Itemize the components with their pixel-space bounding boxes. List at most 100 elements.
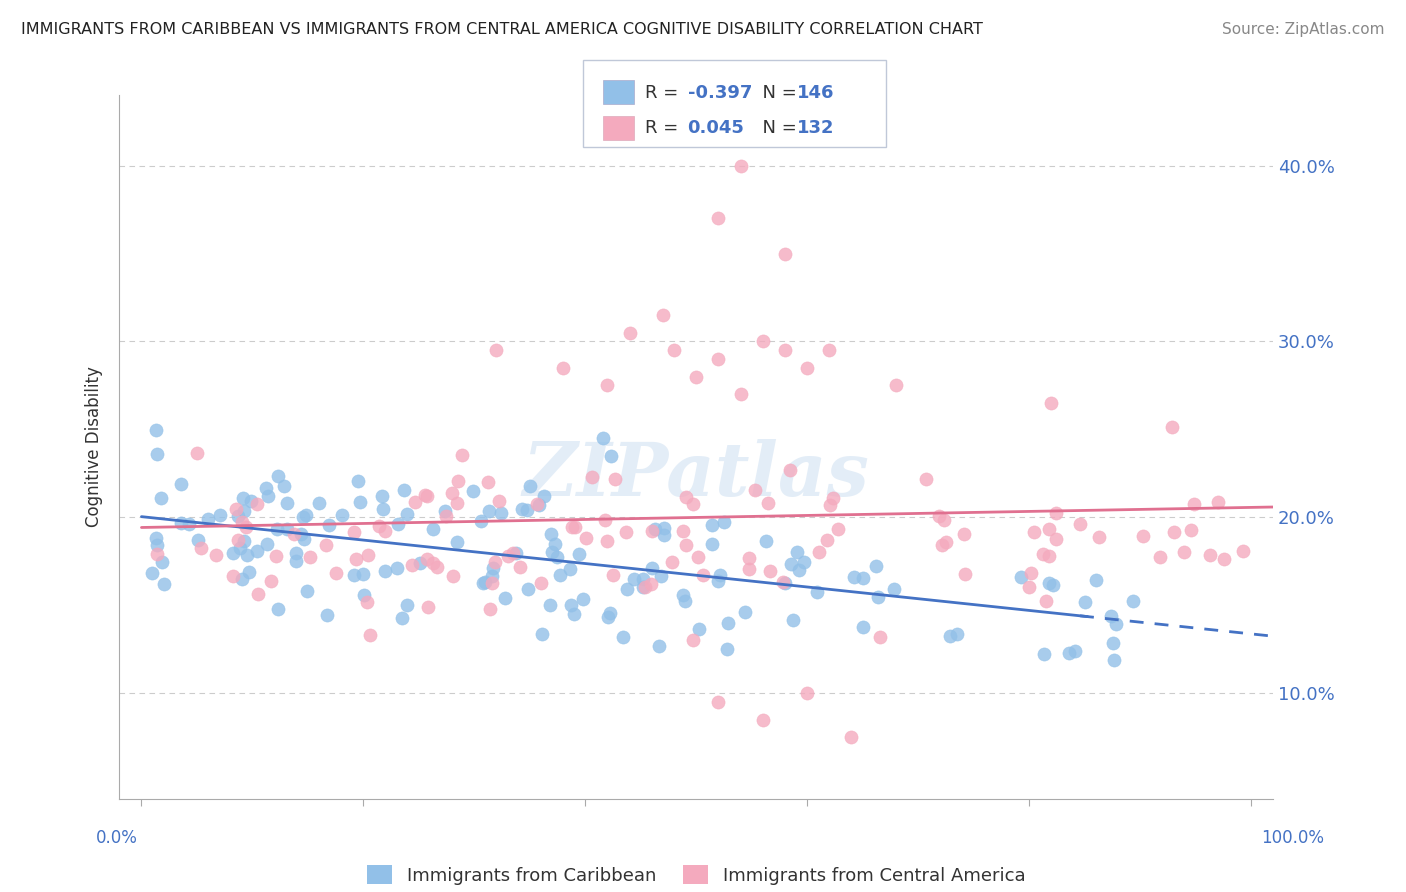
Point — [709, 568, 731, 582]
Point — [186, 446, 208, 460]
Point — [1069, 517, 1091, 532]
Point — [737, 551, 759, 566]
Point — [939, 629, 962, 643]
Point — [256, 537, 278, 551]
Point — [222, 569, 245, 583]
Point — [780, 557, 803, 571]
Point — [285, 554, 308, 568]
Point — [254, 481, 277, 495]
Point — [619, 326, 641, 340]
Point — [738, 562, 761, 576]
Point — [541, 545, 564, 559]
Point — [717, 615, 740, 630]
Point — [593, 513, 616, 527]
Point — [451, 448, 474, 462]
Point — [1212, 551, 1234, 566]
Point — [236, 548, 259, 562]
Point — [1084, 573, 1107, 587]
Point — [401, 558, 423, 573]
Point — [441, 569, 464, 583]
Point — [315, 607, 337, 622]
Point — [517, 582, 540, 596]
Point — [150, 491, 173, 506]
Point — [285, 545, 308, 559]
Point — [146, 547, 169, 561]
Point — [931, 538, 953, 552]
Point — [852, 620, 875, 634]
Point — [295, 508, 318, 522]
Point — [267, 469, 290, 483]
Point — [540, 526, 562, 541]
Point — [494, 591, 516, 606]
Point — [1038, 549, 1060, 563]
Point — [485, 343, 508, 358]
Point — [256, 489, 278, 503]
Point — [170, 516, 193, 531]
Point — [773, 343, 796, 358]
Point — [707, 574, 730, 588]
Point — [530, 626, 553, 640]
Point — [1132, 529, 1154, 543]
Point — [343, 524, 366, 539]
Point — [782, 614, 804, 628]
Point — [231, 516, 253, 530]
Text: 132: 132 — [797, 120, 835, 137]
Point — [496, 549, 519, 563]
Point — [276, 522, 298, 536]
Text: N =: N = — [751, 120, 803, 137]
Point — [470, 514, 492, 528]
Point — [533, 489, 555, 503]
Point — [434, 504, 457, 518]
Point — [169, 477, 191, 491]
Point — [841, 730, 863, 744]
Point — [1010, 570, 1032, 584]
Text: 146: 146 — [797, 84, 835, 102]
Point — [614, 525, 637, 540]
Point — [225, 502, 247, 516]
Point — [575, 531, 598, 545]
Point — [818, 343, 841, 358]
Point — [471, 576, 494, 591]
Point — [616, 582, 638, 597]
Point — [153, 577, 176, 591]
Point — [1122, 593, 1144, 607]
Point — [484, 555, 506, 569]
Point — [247, 587, 270, 601]
Point — [276, 496, 298, 510]
Point — [349, 494, 371, 508]
Point — [759, 565, 782, 579]
Text: R =: R = — [645, 84, 685, 102]
Point — [652, 527, 675, 541]
Point — [682, 632, 704, 647]
Point — [807, 545, 830, 559]
Point — [298, 550, 321, 565]
Point — [707, 211, 730, 226]
Point — [602, 567, 624, 582]
Point — [374, 564, 396, 578]
Point — [229, 541, 252, 555]
Point — [558, 562, 581, 576]
Point — [146, 447, 169, 461]
Point — [343, 568, 366, 582]
Point — [596, 378, 619, 392]
Point — [527, 498, 550, 512]
Point — [673, 594, 696, 608]
Point — [883, 582, 905, 596]
Point — [633, 572, 655, 586]
Point — [852, 570, 875, 584]
Point — [796, 360, 818, 375]
Point — [266, 602, 288, 616]
Point — [374, 524, 396, 539]
Point — [359, 628, 381, 642]
Point — [686, 549, 709, 564]
Point — [260, 574, 283, 588]
Point — [700, 518, 723, 533]
Point — [560, 598, 582, 612]
Text: 0.045: 0.045 — [688, 120, 744, 137]
Point — [141, 566, 163, 580]
Point — [422, 522, 444, 536]
Point — [1232, 543, 1254, 558]
Point — [700, 537, 723, 551]
Point — [842, 569, 865, 583]
Point — [325, 566, 347, 580]
